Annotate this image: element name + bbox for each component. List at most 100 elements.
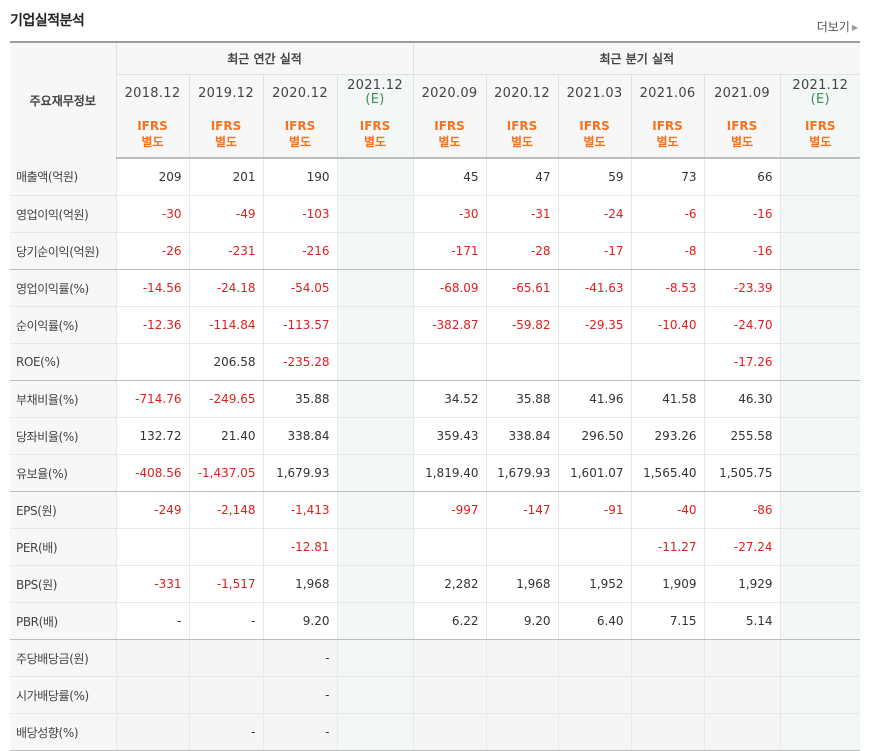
- table-cell: -: [262, 676, 337, 714]
- row-label: 매출액(억원): [10, 158, 116, 196]
- table-cell: [115, 343, 189, 381]
- table-cell: -1,437.05: [188, 454, 263, 492]
- table-cell: -113.57: [262, 306, 337, 344]
- table-cell: -16: [703, 195, 781, 233]
- estimate-mark: (E): [810, 92, 830, 107]
- table-cell: 35.88: [262, 380, 337, 418]
- table-cell: 1,819.40: [412, 454, 487, 492]
- period-header: 2020.09: [412, 74, 487, 111]
- table-cell: 2,282: [412, 565, 487, 603]
- period-header: 2018.12: [115, 74, 189, 111]
- row-label: 영업이익률(%): [10, 269, 116, 307]
- row-label: 주당배당금(원): [10, 639, 116, 677]
- table-cell: -26: [115, 232, 189, 270]
- table-cell: -235.28: [262, 343, 337, 381]
- table-cell: [485, 528, 559, 566]
- table-cell: [336, 454, 414, 492]
- table-cell: [779, 380, 861, 418]
- table-cell: -14.56: [115, 269, 189, 307]
- table-cell: -16: [703, 232, 781, 270]
- table-cell: [336, 306, 414, 344]
- period-date: 2021.12: [792, 78, 849, 93]
- table-cell: [630, 639, 705, 677]
- table-row: 시가배당률(%) -: [10, 676, 861, 714]
- period-date: 2021.12: [347, 78, 403, 93]
- table-cell: [115, 676, 189, 714]
- table-cell: [188, 676, 263, 714]
- table-cell: 41.96: [557, 380, 632, 418]
- table-row: 영업이익률(%) -14.56 -24.18 -54.05 -68.09 -65.61 -4…: [10, 269, 861, 307]
- table-cell: 1,952: [557, 565, 632, 603]
- ifrs-standard-label: IFRS 별도: [630, 111, 705, 159]
- table-cell: 5.14: [703, 602, 781, 640]
- table-cell: -1,413: [262, 491, 337, 529]
- table-cell: 9.20: [262, 602, 337, 640]
- table-cell: -331: [115, 565, 189, 603]
- table-cell: [336, 417, 414, 455]
- row-label: 당기순이익(억원): [10, 232, 116, 270]
- period-header: 2021.12 (E): [779, 74, 861, 111]
- row-label: ROE(%): [10, 343, 116, 381]
- more-link[interactable]: 더보기 ▶: [817, 18, 858, 35]
- table-cell: 1,929: [703, 565, 781, 603]
- ifrs-standard-label: IFRS 별도: [779, 111, 861, 159]
- table-cell: [336, 565, 414, 603]
- financial-table: 주요재무정보 최근 연간 실적 최근 분기 실적 2018.12 2019.12 2…: [10, 41, 861, 751]
- table-cell: 296.50: [557, 417, 632, 455]
- row-label: 유보율(%): [10, 454, 116, 492]
- table-cell: 190: [262, 158, 337, 196]
- table-cell: [485, 343, 559, 381]
- table-cell: [779, 306, 861, 344]
- table-cell: 209: [115, 158, 189, 196]
- table-row: PER(배) -12.81 -11.27 -27.24: [10, 528, 861, 566]
- table-cell: 9.20: [485, 602, 559, 640]
- table-cell: -31: [485, 195, 559, 233]
- row-label: 순이익률(%): [10, 306, 116, 344]
- table-cell: 45: [412, 158, 487, 196]
- table-cell: -10.40: [630, 306, 705, 344]
- table-cell: [336, 528, 414, 566]
- table-cell: 255.58: [703, 417, 781, 455]
- table-cell: 1,679.93: [262, 454, 337, 492]
- section-title: 기업실적분석: [10, 13, 85, 29]
- table-cell: 338.84: [262, 417, 337, 455]
- table-cell: -24: [557, 195, 632, 233]
- table-cell: -11.27: [630, 528, 705, 566]
- row-label: BPS(원): [10, 565, 116, 603]
- row-label: 영업이익(억원): [10, 195, 116, 233]
- table-cell: [412, 343, 487, 381]
- table-cell: 7.15: [630, 602, 705, 640]
- table-cell: [557, 343, 632, 381]
- table-row: 주당배당금(원) -: [10, 639, 861, 677]
- chevron-right-icon: ▶: [851, 23, 858, 32]
- table-cell: -997: [412, 491, 487, 529]
- table-cell: -231: [188, 232, 263, 270]
- table-cell: 34.52: [412, 380, 487, 418]
- table-cell: 1,601.07: [557, 454, 632, 492]
- table-cell: -30: [412, 195, 487, 233]
- ifrs-standard-label: IFRS 별도: [412, 111, 487, 159]
- ifrs-standard-label: IFRS 별도: [262, 111, 337, 159]
- table-cell: -1,517: [188, 565, 263, 603]
- table-cell: -54.05: [262, 269, 337, 307]
- table-cell: [336, 158, 414, 196]
- table-cell: [779, 343, 861, 381]
- quarter-group-header: 최근 분기 실적: [412, 41, 861, 75]
- estimate-mark: (E): [365, 92, 385, 107]
- table-cell: [779, 676, 861, 714]
- table-cell: 132.72: [115, 417, 189, 455]
- row-label: PER(배): [10, 528, 116, 566]
- table-cell: 338.84: [485, 417, 559, 455]
- table-cell: -49: [188, 195, 263, 233]
- table-cell: -41.63: [557, 269, 632, 307]
- table-cell: [115, 639, 189, 677]
- table-cell: -408.56: [115, 454, 189, 492]
- table-cell: [703, 639, 781, 677]
- table-cell: [485, 676, 559, 714]
- row-label: 당좌비율(%): [10, 417, 116, 455]
- table-cell: -2,148: [188, 491, 263, 529]
- table-cell: -114.84: [188, 306, 263, 344]
- table-cell: [336, 491, 414, 529]
- table-cell: [779, 269, 861, 307]
- table-cell: -382.87: [412, 306, 487, 344]
